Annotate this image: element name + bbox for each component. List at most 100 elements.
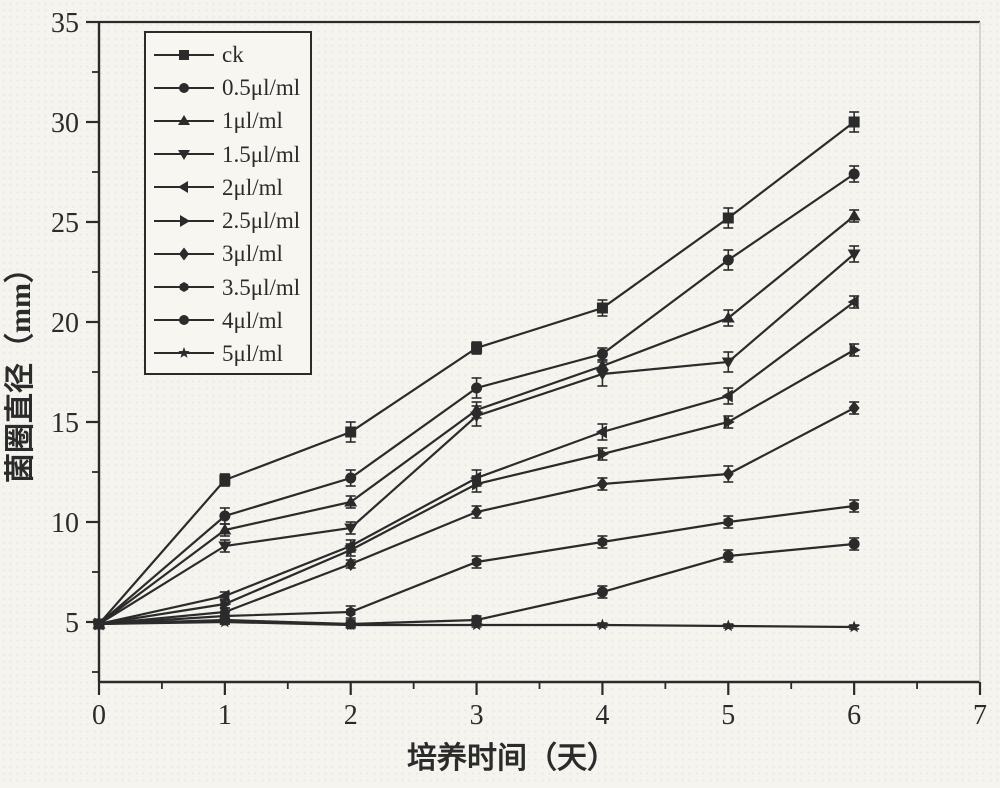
circle-marker <box>471 382 483 394</box>
star-marker <box>848 620 861 633</box>
star-marker <box>470 618 483 631</box>
hexagon-marker <box>346 606 356 618</box>
legend-label: 0.5μl/ml <box>222 75 301 101</box>
plot-area: 0 1 2 3 4 5 6 7 5 10 15 20 25 30 35 <box>51 8 987 731</box>
star-marker <box>596 618 609 631</box>
legend-marker-sample <box>154 114 214 125</box>
legend-item: ck <box>152 39 310 70</box>
square-marker <box>471 342 483 354</box>
hexagon-marker <box>723 516 733 528</box>
triangle-right-marker <box>723 415 735 429</box>
y-tick-label: 25 <box>51 208 79 239</box>
circle-marker <box>722 254 734 266</box>
diamond-marker <box>596 477 608 491</box>
triangle-right-marker <box>472 477 484 491</box>
legend-item: 1μl/ml <box>152 105 310 136</box>
legend-marker-sample <box>154 214 214 227</box>
triangle-down-marker <box>595 369 609 381</box>
legend-marker-sample <box>154 49 214 60</box>
legend-label: ck <box>222 42 244 67</box>
circle-marker <box>848 168 860 180</box>
x-tick-label: 5 <box>721 700 735 731</box>
hexagon-marker <box>471 556 482 568</box>
legend-label: 2μl/ml <box>222 174 283 200</box>
triangle-right-marker <box>849 343 861 357</box>
square-marker <box>219 474 231 486</box>
circle-marker <box>596 586 608 598</box>
chart-legend: ck 0.5μl/ml 1μl/ml 1.5μl/ml 2μl/ml 2.5μl/ml 3μ… <box>144 31 312 375</box>
star-marker <box>92 617 106 630</box>
legend-label: 2.5μl/ml <box>222 208 301 234</box>
x-tick-label: 1 <box>218 700 232 731</box>
triangle-down-marker <box>847 249 861 261</box>
star-marker <box>178 347 190 359</box>
legend-marker-sample <box>154 282 214 293</box>
legend-label: 3μl/ml <box>222 241 283 267</box>
legend-marker-sample <box>154 150 214 161</box>
triangle-left-marker <box>721 389 733 403</box>
y-tick-label: 20 <box>51 308 79 339</box>
star-marker <box>218 615 231 628</box>
hexagon-marker <box>597 536 608 548</box>
diamond-marker <box>848 401 860 415</box>
diamond-marker <box>722 467 734 481</box>
triangle-right-marker <box>180 214 190 227</box>
triangle-left-marker <box>595 425 607 439</box>
triangle-left-marker <box>178 181 188 194</box>
triangle-up-marker <box>847 209 861 221</box>
x-tick-label: 0 <box>92 700 106 731</box>
triangle-down-marker <box>178 150 190 161</box>
y-tick-label: 35 <box>51 8 79 39</box>
circle-marker <box>179 315 189 326</box>
legend-label: 3.5μl/ml <box>222 274 301 300</box>
star-marker <box>344 618 357 631</box>
legend-item: 0.5μl/ml <box>152 72 310 103</box>
x-axis-title: 培养时间（天） <box>407 741 617 775</box>
legend-item: 2μl/ml <box>152 172 310 203</box>
x-tick-label: 3 <box>470 700 484 731</box>
triangle-left-marker <box>847 295 859 309</box>
triangle-right-marker <box>346 543 358 557</box>
square-marker <box>345 426 357 438</box>
legend-item: 3μl/ml <box>152 238 310 269</box>
triangle-up-marker <box>344 495 358 507</box>
square-marker <box>596 302 608 314</box>
legend-label: 4μl/ml <box>222 307 283 333</box>
y-tick-label: 30 <box>51 108 79 139</box>
star-marker <box>722 619 735 632</box>
legend-marker-sample <box>154 347 214 359</box>
y-tick-label: 10 <box>51 508 79 539</box>
square-marker <box>848 116 860 128</box>
hexagon-marker <box>849 500 859 512</box>
triangle-down-marker <box>344 523 358 535</box>
triangle-right-marker <box>597 447 609 461</box>
diamond-marker <box>345 557 357 571</box>
legend-item: 4μl/ml <box>152 305 310 336</box>
x-tick-label: 4 <box>595 700 609 731</box>
circle-marker <box>596 348 608 360</box>
triangle-down-marker <box>721 357 735 369</box>
legend-marker-sample <box>154 181 214 194</box>
diamond-marker <box>471 505 483 519</box>
triangle-up-marker <box>218 523 232 535</box>
diamond-marker <box>179 247 189 261</box>
legend-marker-sample <box>154 315 214 326</box>
legend-label: 1μl/ml <box>222 108 283 134</box>
legend-item: 5μl/ml <box>152 338 310 369</box>
x-tick-label: 2 <box>344 700 358 731</box>
triangle-up-marker <box>721 311 735 323</box>
legend-marker-sample <box>154 82 214 93</box>
legend-label: 5μl/ml <box>222 340 283 366</box>
circle-marker <box>219 510 231 522</box>
x-tick-label: 7 <box>973 700 987 731</box>
legend-marker-sample <box>154 247 214 261</box>
hexagon-marker <box>179 282 189 293</box>
triangle-down-marker <box>218 541 232 553</box>
x-tick-label: 6 <box>847 700 861 731</box>
circle-marker <box>345 472 357 484</box>
circle-marker <box>179 82 189 93</box>
square-marker <box>722 212 734 224</box>
circle-marker <box>848 538 860 550</box>
